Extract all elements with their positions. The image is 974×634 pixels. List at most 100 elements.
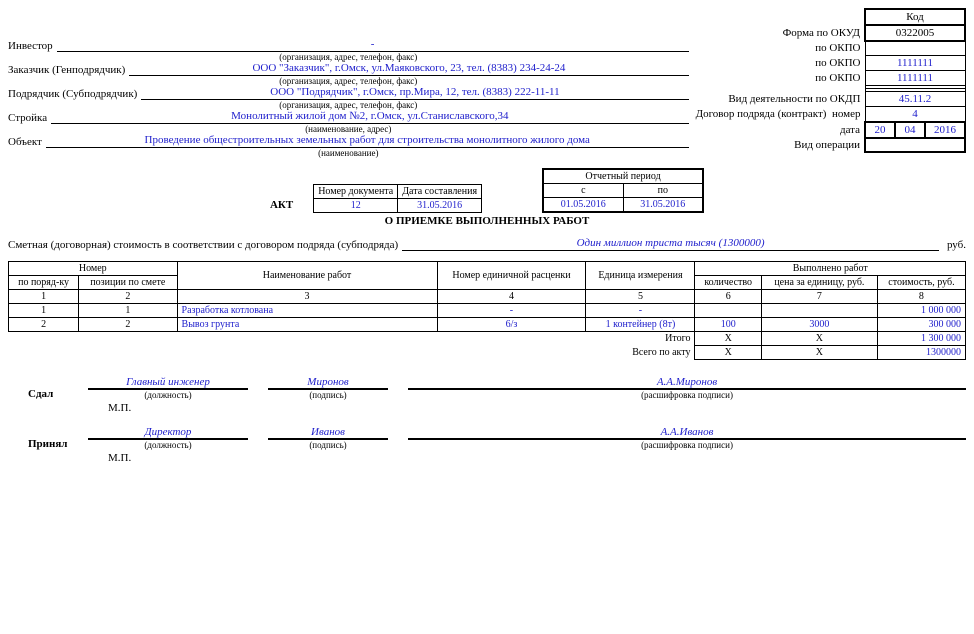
table-row: 22Вывоз грунта6/з1 контейнер (8т)1003000… bbox=[9, 318, 966, 332]
mp-2: М.П. bbox=[8, 452, 966, 464]
col-7: 7 bbox=[761, 290, 877, 304]
mp-1: М.П. bbox=[8, 402, 966, 414]
th-price: цена за единицу, руб. bbox=[761, 276, 877, 290]
table-cell bbox=[761, 304, 877, 318]
customer-row: Заказчик (Генподрядчик) ООО "Заказчик", … bbox=[8, 62, 689, 76]
table-cell: 2 bbox=[9, 318, 79, 332]
table-cell: - bbox=[586, 304, 695, 318]
okud-label: Форма по ОКУД bbox=[695, 25, 865, 41]
took-sign: Иванов bbox=[268, 426, 388, 439]
took-label: Принял bbox=[8, 438, 68, 450]
table-cell: Вывоз грунта bbox=[177, 318, 437, 332]
th-order: по поряд-ку bbox=[9, 276, 79, 290]
project-sublabel: (наименование, адрес) bbox=[8, 124, 689, 134]
gave-label: Сдал bbox=[8, 388, 68, 400]
object-value: Проведение общестроительных земельных ра… bbox=[46, 134, 689, 148]
act-title-1: АКТ bbox=[270, 199, 293, 211]
works-table: Номер Наименование работ Номер единичной… bbox=[8, 261, 966, 360]
customer-value: ООО "Заказчик", г.Омск, ул.Маяковского, … bbox=[129, 62, 688, 76]
act-total-label: Всего по акту bbox=[9, 346, 695, 360]
contractor-row: Подрядчик (Субподрядчик) ООО "Подрядчик"… bbox=[8, 86, 689, 100]
th-qty: количество bbox=[695, 276, 761, 290]
estimate-rub: руб. bbox=[939, 239, 966, 251]
table-cell: 1 bbox=[79, 304, 177, 318]
table-cell: 1 bbox=[9, 304, 79, 318]
contract-date-m: 04 bbox=[895, 122, 925, 138]
period-label: Отчетный период bbox=[543, 169, 703, 184]
table-cell: - bbox=[437, 304, 586, 318]
took-position: Директор bbox=[88, 426, 248, 439]
col-1: 1 bbox=[9, 290, 79, 304]
th-unit: Единица измерения bbox=[586, 262, 695, 290]
col-5: 5 bbox=[586, 290, 695, 304]
table-cell: 2 bbox=[79, 318, 177, 332]
project-label: Стройка bbox=[8, 112, 51, 124]
took-name: А.А.Иванов bbox=[408, 426, 966, 439]
th-name: Наименование работ bbox=[177, 262, 437, 290]
gave-name: А.А.Миронов bbox=[408, 376, 966, 389]
col-6: 6 bbox=[695, 290, 761, 304]
gave-position: Главный инженер bbox=[88, 376, 248, 389]
okud-code: 0322005 bbox=[865, 25, 965, 41]
contract-num: 4 bbox=[865, 106, 965, 122]
contract-label: Договор подряда (контракт) bbox=[696, 108, 827, 120]
period-table: Отчетный период с по 01.05.2016 31.05.20… bbox=[542, 168, 704, 213]
investor-row: Инвестор - bbox=[8, 38, 689, 52]
table-cell: 1 000 000 bbox=[877, 304, 965, 318]
doc-number-table: Номер документа Дата составления 12 31.0… bbox=[313, 184, 482, 213]
table-row: 11Разработка котлована--1 000 000 bbox=[9, 304, 966, 318]
table-cell: 100 bbox=[695, 318, 761, 332]
project-value: Монолитный жилой дом №2, г.Омск, ул.Стан… bbox=[51, 110, 688, 124]
table-cell bbox=[695, 304, 761, 318]
total-val: 1 300 000 bbox=[877, 332, 965, 346]
table-cell: 3000 bbox=[761, 318, 877, 332]
table-cell: 300 000 bbox=[877, 318, 965, 332]
doc-num-label: Номер документа bbox=[314, 185, 398, 199]
okpo-contractor: 1111111 bbox=[865, 70, 965, 85]
customer-label: Заказчик (Генподрядчик) bbox=[8, 64, 129, 76]
name-sub-1: (расшифровка подписи) bbox=[408, 389, 966, 400]
period-from-label: с bbox=[543, 184, 623, 198]
estimate-text: Сметная (договорная) стоимость в соответ… bbox=[8, 239, 402, 251]
period-to-label: по bbox=[623, 184, 703, 198]
code-header: Код bbox=[865, 9, 965, 25]
contract-date-y: 2016 bbox=[925, 122, 965, 138]
okpo-label-1: по ОКПО bbox=[695, 41, 865, 55]
contractor-sublabel: (организация, адрес, телефон, факс) bbox=[8, 100, 689, 110]
pos-sub-1: (должность) bbox=[88, 389, 248, 400]
doc-date: 31.05.2016 bbox=[398, 199, 482, 213]
total-x1: X bbox=[695, 332, 761, 346]
object-label: Объект bbox=[8, 136, 46, 148]
object-sublabel: (наименование) bbox=[8, 148, 689, 158]
contract-date-label: дата bbox=[695, 122, 865, 138]
okpo-investor bbox=[865, 41, 965, 55]
okpo-label-3: по ОКПО bbox=[695, 70, 865, 85]
name-sub-2: (расшифровка подписи) bbox=[408, 439, 966, 450]
sign-sub-2: (подпись) bbox=[268, 439, 388, 450]
table-cell: Разработка котлована bbox=[177, 304, 437, 318]
period-from: 01.05.2016 bbox=[543, 198, 623, 213]
act-title-2: О ПРИЕМКЕ ВЫПОЛНЕННЫХ РАБОТ bbox=[8, 215, 966, 227]
period-to: 31.05.2016 bbox=[623, 198, 703, 213]
okpo-label-2: по ОКПО bbox=[695, 55, 865, 70]
sign-sub-1: (подпись) bbox=[268, 389, 388, 400]
okdp-label: Вид деятельности по ОКДП bbox=[695, 91, 865, 106]
investor-label: Инвестор bbox=[8, 40, 57, 52]
codes-table: Код Форма по ОКУД 0322005 по ОКПО по ОКП… bbox=[695, 8, 966, 153]
doc-date-label: Дата составления bbox=[398, 185, 482, 199]
okpo-customer: 1111111 bbox=[865, 55, 965, 70]
estimate-value: Один миллион триста тысяч (1300000) bbox=[402, 237, 939, 251]
contractor-label: Подрядчик (Субподрядчик) bbox=[8, 88, 141, 100]
customer-sublabel: (организация, адрес, телефон, факс) bbox=[8, 76, 689, 86]
th-unit-num: Номер единичной расценки bbox=[437, 262, 586, 290]
contract-num-label: номер bbox=[832, 108, 861, 120]
col-4: 4 bbox=[437, 290, 586, 304]
table-cell: 1 контейнер (8т) bbox=[586, 318, 695, 332]
doc-num: 12 bbox=[314, 199, 398, 213]
th-num: Номер bbox=[9, 262, 178, 276]
col-8: 8 bbox=[877, 290, 965, 304]
act-x2: X bbox=[761, 346, 877, 360]
col-3: 3 bbox=[177, 290, 437, 304]
table-cell: 6/з bbox=[437, 318, 586, 332]
gave-sign: Миронов bbox=[268, 376, 388, 389]
